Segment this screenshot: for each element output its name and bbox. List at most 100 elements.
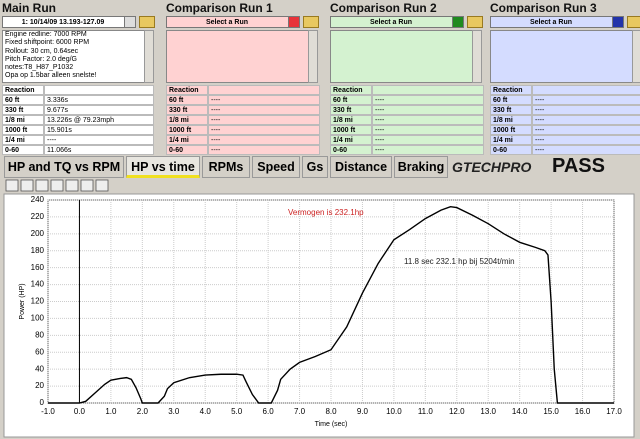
x-tick-label: 13.0 (480, 407, 496, 416)
result-value: ---- (372, 125, 484, 135)
fit-button[interactable] (80, 179, 94, 192)
tab[interactable]: HP and TQ vs RPM (4, 156, 124, 178)
run-select[interactable]: 1: 10/14/09 13.193-127.09 (2, 16, 136, 28)
x-tick-label: 17.0 (606, 407, 622, 416)
x-tick-label: 1.0 (105, 407, 117, 416)
panel-title: Comparison Run 3 (490, 1, 597, 15)
notes-box: Engine redline: 7000 RPM Fixed shiftpoint… (2, 30, 154, 83)
result-label: 60 ft (490, 95, 532, 105)
run-select[interactable]: Select a Run (166, 16, 300, 28)
result-label: 60 ft (330, 95, 372, 105)
dropdown-arrow[interactable] (612, 16, 624, 28)
y-tick-label: 20 (35, 381, 44, 390)
result-value: ---- (372, 135, 484, 145)
notes-box (330, 30, 482, 83)
dropdown-arrow[interactable] (452, 16, 464, 28)
x-tick-label: 4.0 (200, 407, 212, 416)
note-line: Opa op 1.5bar alleen snelste! (5, 72, 97, 80)
result-label: 1/8 mi (2, 115, 44, 125)
scrollbar[interactable] (632, 30, 640, 83)
toolbar (4, 179, 114, 192)
open-folder[interactable] (627, 16, 640, 28)
result-value: ---- (372, 115, 484, 125)
result-label: Reaction (2, 85, 44, 95)
zoom-out-button[interactable] (50, 179, 64, 192)
result-value (532, 85, 640, 95)
result-value: 11.066s (44, 145, 154, 155)
result-value: ---- (532, 135, 640, 145)
run-select[interactable]: Select a Run (490, 16, 624, 28)
result-value: ---- (208, 145, 320, 155)
result-value: ---- (208, 95, 320, 105)
result-label: 1000 ft (2, 125, 44, 135)
open-folder[interactable] (303, 16, 319, 28)
result-value: ---- (44, 135, 154, 145)
scrollbar[interactable] (472, 30, 482, 83)
run-select[interactable]: Select a Run (330, 16, 464, 28)
x-tick-label: 12.0 (449, 407, 465, 416)
note-line: Fixed shiftpoint: 6000 RPM (5, 39, 90, 47)
result-label: Reaction (166, 85, 208, 95)
y-tick-label: 40 (35, 364, 44, 373)
dropdown-arrow[interactable] (124, 16, 136, 28)
result-label: 330 ft (166, 105, 208, 115)
result-value (372, 85, 484, 95)
x-tick-label: 14.0 (512, 407, 528, 416)
panel-title: Comparison Run 1 (166, 1, 273, 15)
result-value: 15.901s (44, 125, 154, 135)
reset-button[interactable] (95, 179, 109, 192)
result-label: 1/4 mi (166, 135, 208, 145)
x-tick-label: 10.0 (386, 407, 402, 416)
open-folder[interactable] (467, 16, 483, 28)
pan-button[interactable] (65, 179, 79, 192)
result-label: 1000 ft (330, 125, 372, 135)
result-value: ---- (532, 95, 640, 105)
toolbar-icons (5, 179, 109, 192)
panel-title: Main Run (2, 1, 56, 15)
result-value: ---- (208, 115, 320, 125)
note-line: Rollout: 30 cm, 0.64sec (5, 47, 79, 55)
power-line (48, 205, 614, 404)
tab[interactable]: Speed (252, 156, 300, 178)
y-tick-label: 200 (31, 229, 45, 238)
chart: 0 20 40 60 80 100 120 140 160 180 200 220 240 -1.0 0.0… (3, 193, 635, 438)
tab[interactable]: Distance (330, 156, 392, 178)
open-folder[interactable] (139, 16, 155, 28)
tab[interactable]: RPMs (202, 156, 250, 178)
x-tick-label: 6.0 (263, 407, 275, 416)
zoom-button[interactable] (5, 179, 19, 192)
result-label: 1/8 mi (166, 115, 208, 125)
result-value: ---- (532, 105, 640, 115)
note-line: Engine redline: 7000 RPM (5, 31, 87, 38)
scrollbar[interactable] (308, 30, 318, 83)
tab[interactable]: Gs (302, 156, 328, 178)
notes-box (490, 30, 640, 83)
y-tick-label: 100 (31, 314, 45, 323)
result-label: 1000 ft (490, 125, 532, 135)
notes-box (166, 30, 318, 83)
zoom-x-button[interactable] (20, 179, 34, 192)
result-label: 0-60 (490, 145, 532, 155)
result-value: ---- (372, 145, 484, 155)
result-label: 0-60 (330, 145, 372, 155)
scrollbar[interactable] (144, 30, 154, 83)
result-value: ---- (532, 145, 640, 155)
result-label: 60 ft (2, 95, 44, 105)
y-tick-label: 140 (31, 280, 45, 289)
x-tick-label: 15.0 (543, 407, 559, 416)
x-tick-label: 9.0 (357, 407, 369, 416)
y-tick-label: 0 (40, 398, 45, 407)
result-label: 1/4 mi (330, 135, 372, 145)
x-tick-label: 3.0 (168, 407, 180, 416)
result-value: ---- (208, 135, 320, 145)
result-label: Reaction (490, 85, 532, 95)
annotation: Vermogen is 232.1hp (288, 208, 364, 217)
tab[interactable]: HP vs time (126, 156, 200, 178)
y-tick-label: 240 (31, 195, 45, 204)
tab[interactable]: Braking (394, 156, 448, 178)
result-label: 1000 ft (166, 125, 208, 135)
zoom-y-button[interactable] (35, 179, 49, 192)
result-value: ---- (208, 125, 320, 135)
dropdown-arrow[interactable] (288, 16, 300, 28)
